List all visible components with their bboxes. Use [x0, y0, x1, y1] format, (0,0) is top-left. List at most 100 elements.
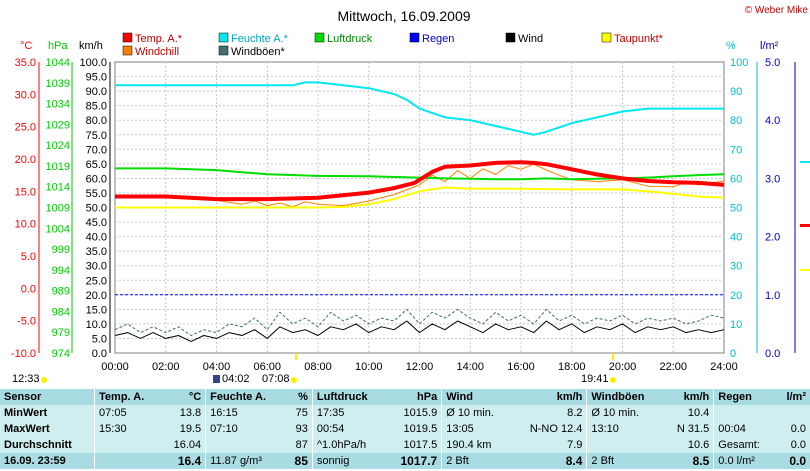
table-cell: MaxWert: [0, 421, 95, 437]
rain-tick-label: 0.0: [765, 348, 780, 360]
axes: °C hPa km/h% l/m² 35.0 30.0 25.0 20.0 15.0 10.0 5.…: [11, 40, 796, 360]
table-cell: 75: [285, 405, 313, 421]
humidity-tick-label: 60: [730, 173, 742, 185]
legend-label: Luftdruck: [327, 33, 373, 45]
weather-chart: Mittwoch, 16.09.2009 © Weber Mike Temp. …: [11, 5, 810, 385]
sun-markers: 12:33 04:02 07:08 19:41: [12, 353, 616, 385]
table-header-cell: Sensor: [0, 389, 95, 405]
x-tick-label: 00:00: [101, 361, 129, 373]
temp-tick-label: 35.0: [15, 57, 36, 69]
legend-swatch: [505, 32, 516, 43]
table-header-cell: °C: [161, 389, 206, 405]
table-header-cell: %: [285, 389, 313, 405]
series-wind: [114, 320, 725, 342]
table-cell: 0.0: [775, 453, 810, 469]
humidity-tick-label: 40: [730, 232, 742, 244]
pressure-tick-label: 1029: [46, 119, 70, 131]
table-row: MaxWert 15:30 19.5 07:10 93 00:54 1019.5 13:05 N…: [0, 421, 810, 437]
temp-axis-unit: °C: [20, 40, 32, 52]
table-cell: 13:10: [586, 421, 664, 437]
humidity-tick-label: 100: [730, 57, 748, 69]
table-header-cell: Feuchte A.: [205, 389, 286, 405]
temp-tick-label: -5.0: [17, 316, 36, 328]
table-cell: 15:30: [94, 421, 162, 437]
pressure-axis-unit: hPa: [48, 40, 68, 52]
pressure-tick-label: 974: [52, 348, 70, 360]
table-cell: 16.09. 23:59: [0, 453, 95, 469]
table-cell: [94, 453, 162, 469]
table-cell: 07:10: [205, 421, 286, 437]
table-cell: 16:15: [205, 405, 286, 421]
table-header-cell: hPa: [385, 389, 442, 405]
table-row: 16.09. 23:59 16.4 11.87 g/m³ 85 sonnig 1017.7…: [0, 453, 810, 469]
wind-tick-label: 95.0: [86, 72, 107, 84]
table-header-cell: Luftdruck: [311, 389, 386, 405]
wind-axis-unit: km/h: [79, 40, 103, 52]
table-cell: sonnig: [311, 453, 386, 469]
table-cell: 1017.7: [385, 453, 442, 469]
temp-tick-label: 20.0: [15, 154, 36, 166]
pressure-tick-label: 994: [52, 265, 70, 277]
table-cell: 7.9: [511, 437, 587, 453]
table-header-cell: km/h: [663, 389, 714, 405]
table-cell: Ø 10 min.: [586, 405, 664, 421]
pressure-tick-label: 1009: [46, 203, 70, 215]
table-cell: [205, 437, 286, 453]
temp-tick-label: 30.0: [15, 89, 36, 101]
rain-axis-unit: l/m²: [760, 40, 779, 52]
pressure-tick-label: 1014: [46, 182, 70, 194]
humidity-tick-label: 90: [730, 86, 742, 98]
x-tick-label: 22:00: [659, 361, 687, 373]
table-cell: 13.8: [161, 405, 206, 421]
table-cell: 0.0 l/m²: [713, 453, 776, 469]
pressure-tick-label: 999: [52, 244, 70, 256]
wind-tick-label: 5.0: [92, 333, 107, 345]
humidity-axis-unit: %: [726, 40, 736, 52]
x-tick-label: 16:00: [507, 361, 535, 373]
edge-fragment: [800, 269, 810, 271]
pressure-tick-label: 1044: [46, 57, 70, 69]
legend-swatch: [409, 32, 420, 43]
legend-label: Windchill: [135, 46, 179, 58]
table-cell: 00:54: [311, 421, 386, 437]
temp-tick-label: 10.0: [15, 219, 36, 231]
table-header-cell: Wind: [441, 389, 512, 405]
table-cell: [713, 405, 776, 421]
table-cell: 07:05: [94, 405, 162, 421]
sun-icon: [291, 377, 297, 383]
legend-swatch: [122, 32, 133, 43]
wind-tick-label: 15.0: [86, 304, 107, 316]
humidity-tick-label: 20: [730, 290, 742, 302]
legend-label: Windböen*: [231, 46, 286, 58]
legend: Temp. A.* Feuchte A.* Luftdruck Regen Wind Ta…: [122, 32, 664, 58]
table-cell: Durchschnitt: [0, 437, 95, 453]
wind-tick-label: 80.0: [86, 115, 107, 127]
table-cell: MinWert: [0, 405, 95, 421]
rain-tick-label: 4.0: [765, 115, 780, 127]
table-cell: 1019.5: [385, 421, 442, 437]
table-cell: [586, 437, 664, 453]
wind-tick-label: 55.0: [86, 188, 107, 200]
temp-tick-label: 25.0: [15, 122, 36, 134]
table-cell: 17:35: [311, 405, 386, 421]
sunset-time: 19:41: [581, 373, 609, 385]
x-tick-label: 14:00: [456, 361, 484, 373]
chart-title: Mittwoch, 16.09.2009: [337, 8, 470, 24]
table-header-row: Sensor Temp. A. °C Feuchte A.% Luftdruck hPa W…: [0, 389, 810, 405]
wind-tick-label: 100.0: [79, 57, 107, 69]
table-header-cell: km/h: [511, 389, 587, 405]
wind-tick-label: 65.0: [86, 159, 107, 171]
wind-tick-label: 30.0: [86, 261, 107, 273]
table-cell: 2 Bft: [586, 453, 664, 469]
table-row: MinWert 07:05 13.8 16:15 75 17:35 1015.9 Ø 10 m…: [0, 405, 810, 421]
series-taupunkt: [115, 186, 725, 209]
series-group: [114, 81, 725, 342]
legend-label: Wind: [518, 33, 543, 45]
rain-tick-label: 5.0: [765, 57, 780, 69]
table-cell: 1015.9: [385, 405, 442, 421]
series-luftdruck: [115, 167, 725, 181]
legend-label: Feuchte A.*: [231, 33, 289, 45]
x-axis: 00:00 02:00 04:00 06:00 08:00 10:00 12:00 14:00…: [101, 361, 738, 373]
legend-label: Taupunkt*: [614, 33, 664, 45]
humidity-tick-label: 80: [730, 115, 742, 127]
